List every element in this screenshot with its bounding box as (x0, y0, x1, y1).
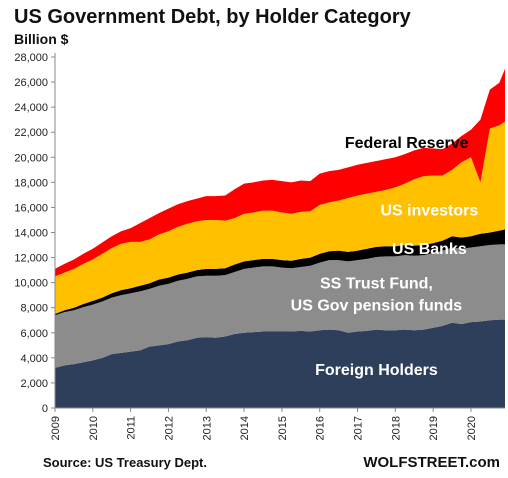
chart-title: US Government Debt, by Holder Category (14, 6, 411, 28)
area-ss-trust-fund-us-gov-pension-funds (55, 244, 505, 368)
x-tick-label: 2020 (466, 416, 478, 440)
series-label-us-banks: US Banks (392, 241, 467, 258)
y-tick-label: 0 (42, 403, 48, 415)
y-tick-label: 6,000 (20, 328, 48, 340)
y-tick-label: 12,000 (14, 253, 48, 265)
y-axis: 0 2,000 4,000 6,000 8,000 10,000 12,000 14,000 1… (14, 52, 56, 415)
y-tick-label: 22,000 (14, 127, 48, 139)
series-label-us-investors: US investors (380, 202, 478, 219)
y-tick-label: 14,000 (14, 228, 48, 240)
x-tick-label: 2009 (50, 416, 62, 440)
y-tick-label: 24,000 (14, 102, 48, 114)
area-us-investors (55, 121, 505, 314)
y-tick-label: 20,000 (14, 152, 48, 164)
y-tick-label: 4,000 (20, 353, 48, 365)
y-tick-label: 16,000 (14, 202, 48, 214)
area-foreign-holders (55, 319, 505, 408)
series-areas (55, 68, 505, 408)
x-tick-label: 2015 (277, 416, 289, 440)
series-label-foreign-holders: Foreign Holders (315, 362, 438, 379)
x-tick-label: 2017 (353, 416, 365, 440)
x-tick-label: 2010 (88, 416, 100, 440)
y-tick-label: 28,000 (14, 52, 48, 64)
x-tick-label: 2018 (390, 416, 402, 440)
source-note: Source: US Treasury Dept. (43, 455, 207, 470)
x-tick-label: 2013 (201, 416, 213, 440)
y-tick-label: 2,000 (20, 378, 48, 390)
y-tick-label: 10,000 (14, 278, 48, 290)
area-federal-reserve (55, 68, 505, 277)
x-tick-label: 2011 (126, 416, 138, 440)
y-axis-unit-label: Billion $ (14, 31, 69, 47)
series-label-ss-trust-fund-us-gov-pension-funds: US Gov pension funds (291, 297, 463, 314)
x-axis: 2009 2010 2011 2012 2013 2014 2015 2016 2017 2018… (50, 407, 505, 440)
y-tick-label: 8,000 (20, 303, 48, 315)
x-tick-label: 2019 (428, 416, 440, 440)
x-tick-label: 2012 (163, 416, 175, 440)
series-label-federal-reserve: Federal Reserve (345, 135, 469, 152)
x-tick-label: 2014 (239, 416, 251, 440)
series-labels: Foreign Holders SS Trust Fund, US Gov pens… (291, 135, 479, 379)
area-us-banks (55, 229, 505, 316)
brand-logo-text: WOLFSTREET.com (363, 454, 500, 471)
y-tick-label: 18,000 (14, 177, 48, 189)
series-label-ss-trust-fund-us-gov-pension-funds: SS Trust Fund, (320, 275, 433, 292)
x-tick-label: 2016 (315, 416, 327, 440)
y-tick-label: 26,000 (14, 77, 48, 89)
